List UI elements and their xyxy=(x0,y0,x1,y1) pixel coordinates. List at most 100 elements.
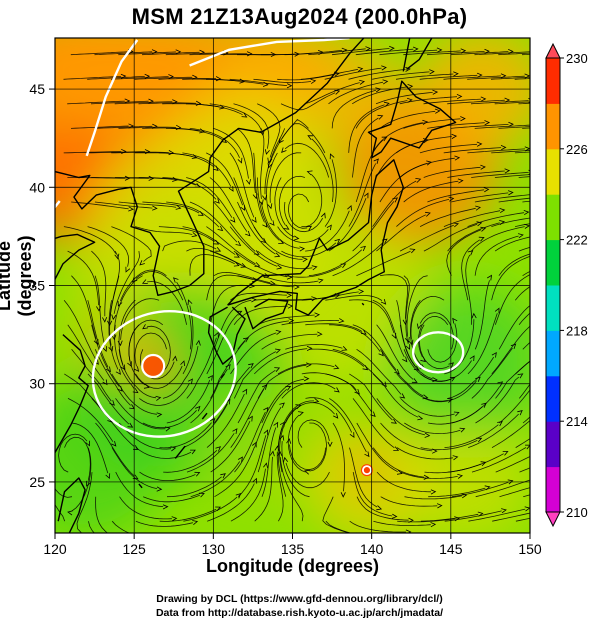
streamline xyxy=(111,151,169,154)
streamline xyxy=(372,299,405,358)
streamline xyxy=(254,298,312,301)
streamline-arrow xyxy=(152,205,158,211)
streamline xyxy=(134,226,193,235)
streamline xyxy=(134,76,193,80)
streamline xyxy=(351,86,408,105)
streamline-arrow xyxy=(279,402,285,408)
streamline-arrow xyxy=(532,50,537,54)
streamline xyxy=(403,50,461,56)
streamline xyxy=(396,300,416,367)
colorbar-segment xyxy=(546,148,560,195)
streamline-arrow xyxy=(111,314,117,321)
streamline-arrow xyxy=(413,365,420,371)
streamline xyxy=(285,462,330,489)
streamline xyxy=(55,503,66,522)
streamline-arrow xyxy=(391,418,397,424)
streamline-arrow xyxy=(430,489,437,495)
streamline-arrow xyxy=(399,393,406,399)
streamline xyxy=(420,513,479,522)
streamline xyxy=(139,382,190,406)
streamline-arrow xyxy=(276,264,283,270)
streamline-arrow xyxy=(286,292,293,298)
streamline xyxy=(328,81,384,105)
colorbar-tick-label: 214 xyxy=(566,414,588,429)
streamline-arrow xyxy=(531,477,536,481)
coastline xyxy=(138,483,143,489)
streamline-arrow xyxy=(286,274,293,280)
streamline-arrow xyxy=(471,312,477,319)
streamline xyxy=(108,300,119,370)
contour-ring xyxy=(411,331,465,374)
streamline xyxy=(139,471,196,482)
streamline-arrow xyxy=(258,199,264,206)
streamline-arrow xyxy=(338,318,345,324)
colorbar-min-arrow xyxy=(545,511,561,528)
streamline xyxy=(284,142,330,178)
coastline xyxy=(402,38,411,72)
streamline-arrow xyxy=(381,65,387,71)
streamline xyxy=(277,363,335,375)
streamline xyxy=(110,76,169,80)
x-tick-label: 140 xyxy=(360,541,384,557)
streamline-arrow xyxy=(572,217,577,221)
streamline xyxy=(210,341,246,399)
x-axis-label: Longitude (degrees) xyxy=(205,556,379,576)
streamline-arrow xyxy=(327,441,333,448)
streamline-arrow xyxy=(167,536,172,540)
streamline xyxy=(352,201,395,252)
streamline-arrow xyxy=(117,340,123,347)
streamline-arrow xyxy=(190,449,196,455)
streamline xyxy=(266,152,278,221)
streamline xyxy=(372,447,425,478)
streamline xyxy=(182,226,236,255)
streamline-arrow xyxy=(96,305,102,312)
streamline-arrow xyxy=(127,422,134,428)
streamline xyxy=(375,92,433,105)
streamline-arrow xyxy=(405,344,411,350)
streamline-arrow xyxy=(425,211,431,217)
streamline-arrow xyxy=(409,248,416,254)
streamline xyxy=(356,348,402,395)
streamline xyxy=(237,435,267,497)
streamline-arrow xyxy=(215,247,222,252)
streamline xyxy=(87,76,145,80)
colorbar-segment xyxy=(546,421,560,468)
streamline xyxy=(135,365,183,389)
streamline-arrow xyxy=(333,364,340,370)
streamline xyxy=(372,71,430,80)
coastline xyxy=(367,80,457,159)
streamline xyxy=(158,152,215,168)
streamline xyxy=(474,124,530,129)
streamline xyxy=(213,271,271,284)
streamline xyxy=(468,508,526,522)
x-tick-label: 145 xyxy=(439,541,463,557)
streamline xyxy=(87,300,109,368)
streamline xyxy=(269,118,309,163)
streamline-arrow xyxy=(475,205,482,211)
streamline-arrow xyxy=(288,318,295,324)
streamline xyxy=(352,117,379,178)
streamline xyxy=(165,52,224,56)
streamline xyxy=(448,453,504,473)
streamline xyxy=(94,201,153,209)
streamline-arrow xyxy=(432,89,439,95)
streamline-arrow xyxy=(192,520,199,526)
streamline xyxy=(158,78,217,80)
streamline-arrow xyxy=(486,274,493,281)
coastline xyxy=(57,477,86,533)
streamline-arrow xyxy=(217,225,224,232)
streamline-arrow xyxy=(86,480,91,487)
streamline xyxy=(494,274,530,325)
streamline-arrow xyxy=(263,462,269,469)
streamline-arrow xyxy=(480,96,487,102)
streamline-arrow xyxy=(187,299,193,306)
streamline-arrow xyxy=(93,339,99,345)
streamline xyxy=(406,275,428,337)
streamline xyxy=(395,73,454,80)
streamline-arrow xyxy=(85,440,90,447)
streamline xyxy=(94,125,153,129)
streamline xyxy=(471,347,513,399)
streamline xyxy=(186,337,217,399)
streamline xyxy=(206,152,243,206)
streamline-arrow xyxy=(275,348,281,354)
